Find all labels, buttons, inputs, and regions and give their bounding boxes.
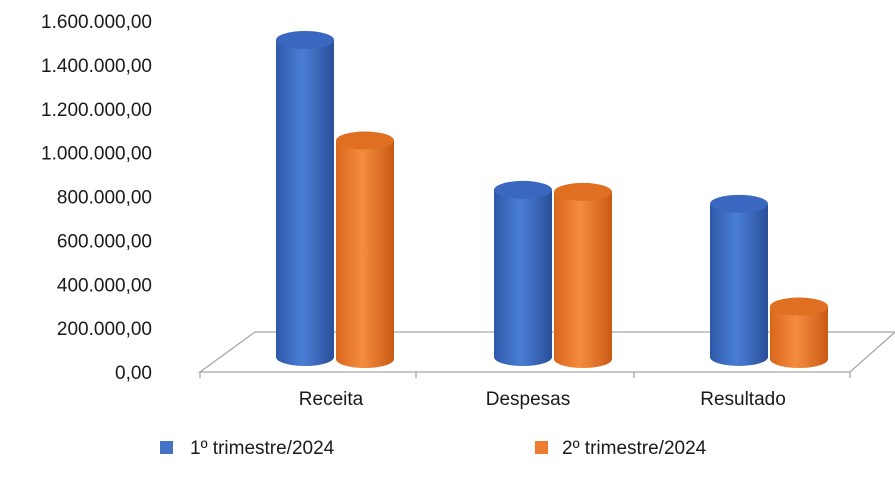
bar-1-despesas bbox=[494, 180, 552, 366]
bar-2-resultado bbox=[770, 297, 828, 368]
y-axis-tick-labels: 0,00 200.000,00 400.000,00 600.000,00 800.00… bbox=[41, 12, 152, 384]
bar-body bbox=[276, 40, 334, 366]
y-tick-label: 1.000.000,00 bbox=[41, 144, 152, 165]
legend-swatch-series-2 bbox=[535, 441, 548, 454]
y-tick-label: 0,00 bbox=[115, 363, 152, 384]
chart-floor bbox=[198, 331, 895, 373]
category-label: Receita bbox=[299, 389, 364, 410]
bar-top bbox=[710, 194, 768, 213]
y-tick-label: 600.000,00 bbox=[57, 231, 152, 252]
bar-top bbox=[276, 31, 334, 49]
y-tick-label: 800.000,00 bbox=[57, 188, 152, 209]
y-tick-label: 400.000,00 bbox=[57, 275, 152, 296]
bar-body bbox=[554, 191, 612, 368]
y-tick-label: 1.600.000,00 bbox=[41, 12, 152, 33]
legend-label-series-2: 2º trimestre/2024 bbox=[562, 438, 707, 459]
bar-top bbox=[336, 131, 394, 150]
y-tick-label: 1.400.000,00 bbox=[41, 56, 152, 77]
bar-body bbox=[494, 189, 552, 366]
legend: 1º trimestre/2024 2º trimestre/2024 bbox=[160, 438, 707, 459]
legend-label-series-1: 1º trimestre/2024 bbox=[190, 438, 335, 459]
bar-2-receita bbox=[336, 131, 394, 368]
category-label: Resultado bbox=[700, 389, 786, 410]
bar-body bbox=[336, 140, 394, 368]
bar-2-despesas bbox=[554, 182, 612, 368]
bar-top bbox=[554, 182, 612, 201]
category-label: Despesas bbox=[486, 389, 571, 410]
bar-top bbox=[770, 297, 828, 316]
bars bbox=[276, 31, 828, 368]
bar-body bbox=[710, 203, 768, 366]
category-labels: Receita Despesas Resultado bbox=[299, 389, 786, 410]
bar-body bbox=[770, 306, 828, 368]
y-tick-label: 1.200.000,00 bbox=[41, 100, 152, 121]
bar-1-resultado bbox=[710, 194, 768, 366]
bar-1-receita bbox=[276, 31, 334, 366]
bar-top bbox=[494, 180, 552, 199]
legend-swatch-series-1 bbox=[160, 441, 173, 454]
y-tick-label: 200.000,00 bbox=[57, 319, 152, 340]
